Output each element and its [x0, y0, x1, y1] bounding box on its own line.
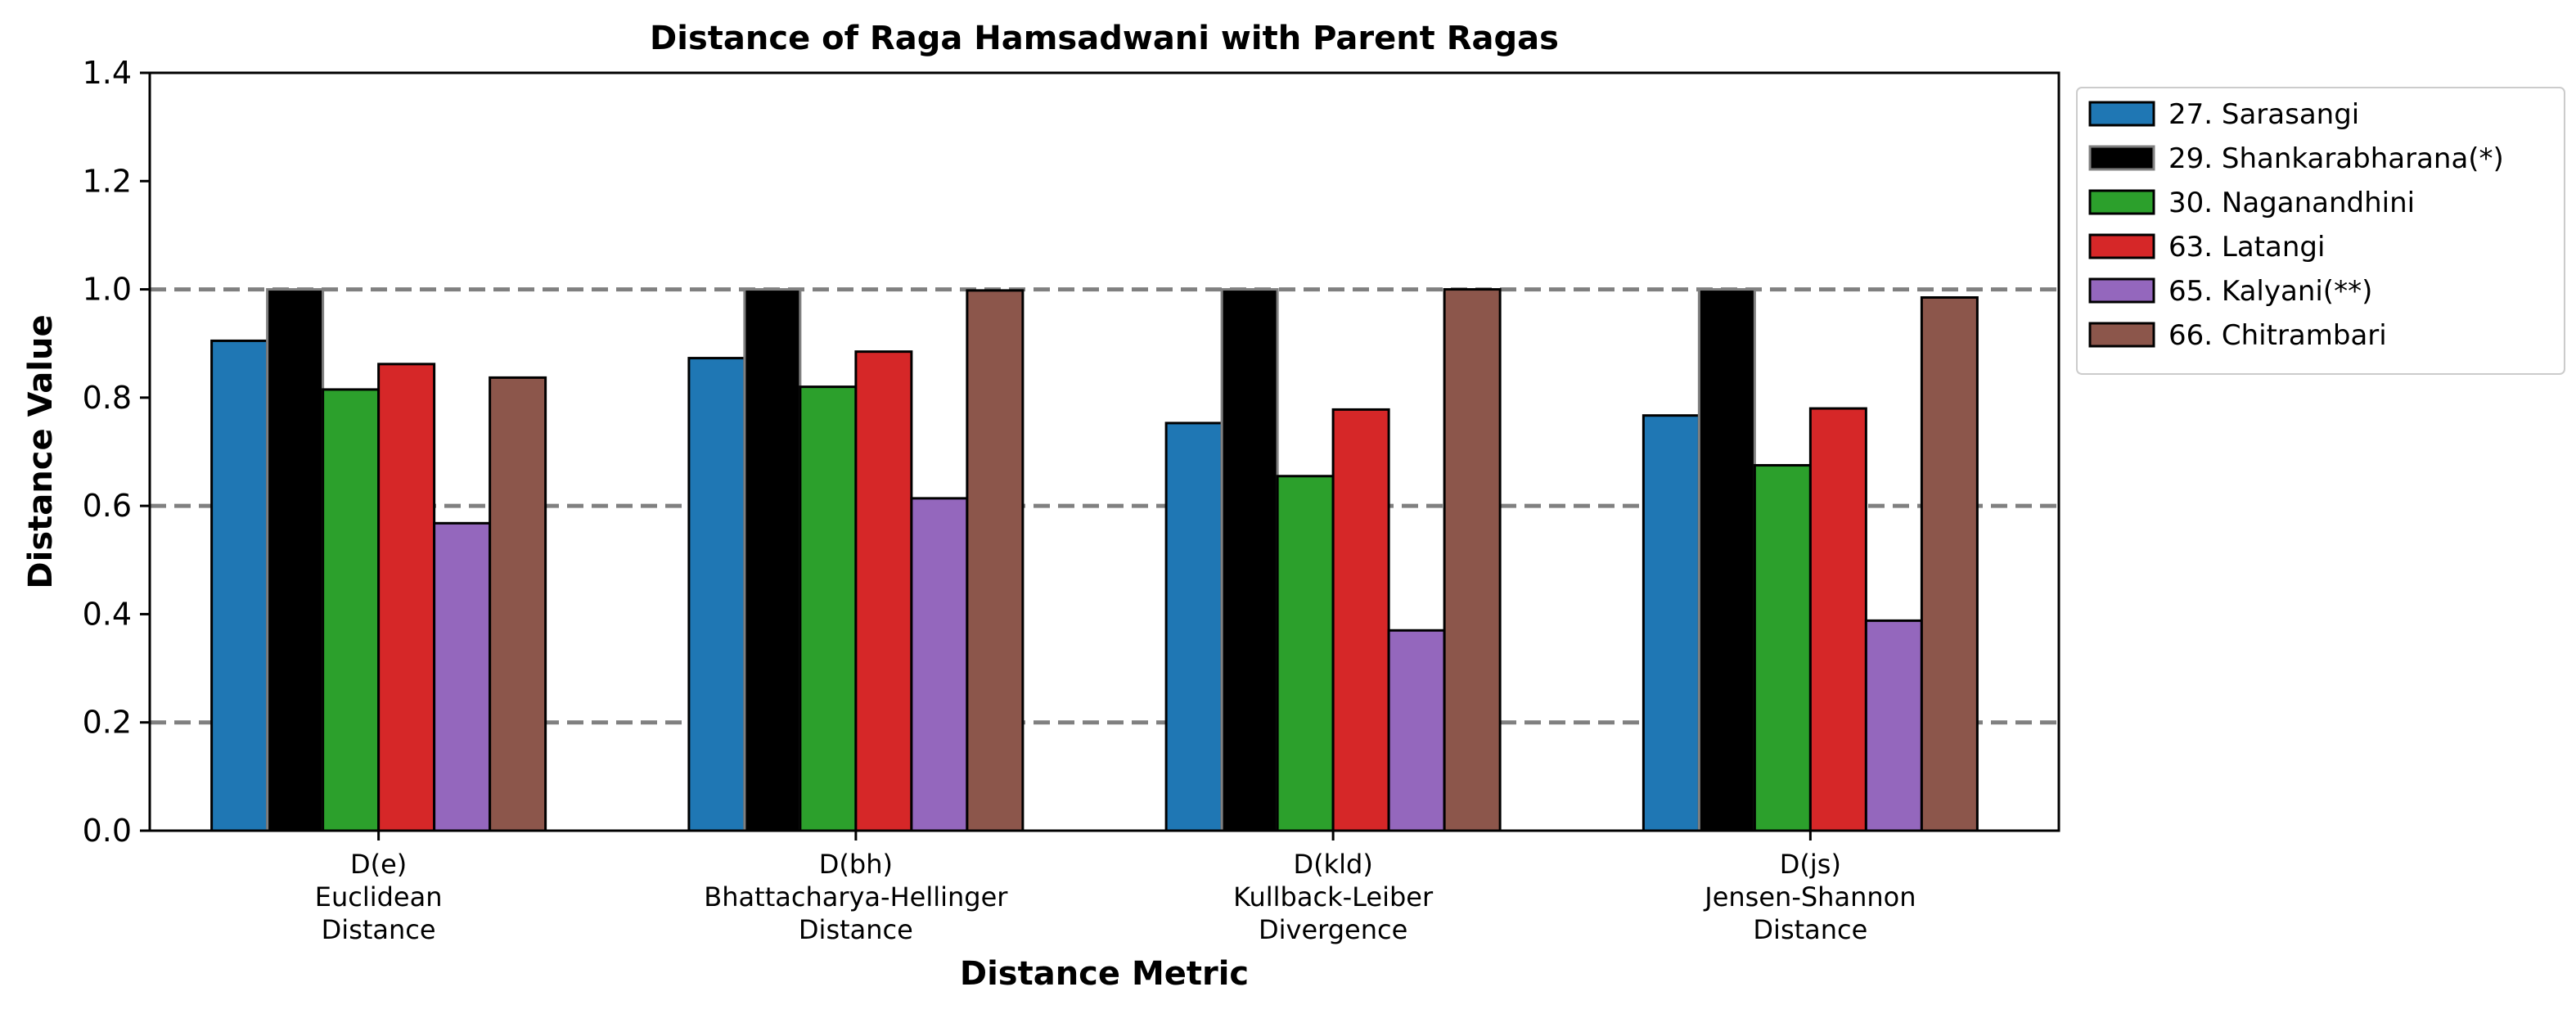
- x-axis-label: Distance Metric: [960, 955, 1249, 993]
- bar-2-4: [1697, 288, 1756, 832]
- x-tick-label-line: Euclidean: [315, 881, 443, 913]
- y-tick-label: 0.2: [83, 705, 132, 741]
- bar-2-2: [743, 288, 802, 832]
- y-tick-label: 0.4: [83, 596, 132, 632]
- legend-box: [2076, 87, 2565, 375]
- bar-1-3: [1164, 421, 1223, 832]
- legend-label-4: 63. Latangi: [2168, 231, 2325, 264]
- bar-5-1: [433, 521, 492, 832]
- legend-label-2: 29. Shankarabharana(*): [2168, 142, 2504, 175]
- x-tick-label-line: D(e): [350, 849, 407, 880]
- x-tick-label-line: D(js): [1780, 849, 1841, 880]
- y-tick-label: 0.8: [83, 380, 132, 416]
- bar-6-1: [489, 376, 547, 832]
- bar-1-1: [210, 339, 269, 832]
- y-axis-label: Distance Value: [22, 314, 60, 588]
- bars-layer: [210, 288, 1979, 832]
- y-tick-label: 1.0: [83, 272, 132, 308]
- y-tick-label: 0.0: [83, 813, 132, 849]
- y-tick-label: 0.6: [83, 488, 132, 524]
- legend-swatch-2: [2088, 145, 2155, 171]
- bar-1-2: [687, 357, 746, 832]
- x-tick-label: D(js) Jensen-Shannon Distance: [1703, 849, 1916, 945]
- bar-4-2: [854, 350, 913, 832]
- legend: 27. Sarasangi 29. Shankarabharana(*) 30. N…: [2076, 87, 2565, 375]
- legend-swatch-4: [2088, 233, 2155, 259]
- bar-3-1: [322, 388, 381, 832]
- x-tick-label-line: Kullback-Leiber: [1233, 881, 1434, 913]
- legend-swatch-3: [2088, 189, 2155, 215]
- chart-title: Distance of Raga Hamsadwani with Parent …: [650, 20, 1559, 57]
- x-tick-label-line: D(kld): [1293, 849, 1372, 880]
- bar-3-2: [799, 385, 858, 832]
- bar-2-3: [1220, 288, 1279, 832]
- y-ticks: 0.0 0.2 0.4 0.6 0.8 1.0 1.2 1.4: [83, 55, 150, 849]
- legend-swatch-5: [2088, 277, 2155, 304]
- legend-items: 27. Sarasangi 29. Shankarabharana(*) 30. N…: [2088, 98, 2504, 352]
- x-tick-label-line: Divergence: [1259, 914, 1407, 945]
- x-tick-label-line: Jensen-Shannon: [1703, 881, 1916, 913]
- x-tick-label: D(kld) Kullback-Leiber Divergence: [1233, 849, 1434, 945]
- x-tick-label: D(e) Euclidean Distance: [315, 849, 443, 945]
- legend-label-5: 65. Kalyani(**): [2168, 275, 2372, 308]
- legend-label-3: 30. Naganandhini: [2168, 187, 2415, 219]
- x-tick-label-line: Distance: [799, 914, 913, 945]
- bar-5-3: [1387, 629, 1446, 832]
- bar-3-3: [1276, 475, 1335, 832]
- bar-4-4: [1808, 407, 1867, 832]
- legend-label-1: 27. Sarasangi: [2168, 98, 2359, 131]
- legend-label-6: 66. Chitrambari: [2168, 319, 2387, 352]
- x-tick-label-line: D(bh): [819, 849, 893, 880]
- bar-4-3: [1331, 408, 1390, 832]
- legend-swatch-6: [2088, 322, 2155, 348]
- bar-1-4: [1642, 414, 1700, 832]
- bar-2-1: [266, 288, 325, 832]
- x-tick-label-line: Bhattacharya-Hellinger: [704, 881, 1008, 913]
- legend-swatch-1: [2088, 101, 2155, 127]
- x-tick-label-line: Distance: [322, 914, 436, 945]
- axes-layer: [148, 71, 2060, 832]
- bar-3-4: [1753, 464, 1812, 832]
- bar-6-3: [1443, 288, 1502, 832]
- y-tick-label: 1.2: [83, 163, 132, 199]
- y-tick-label: 1.4: [83, 55, 132, 91]
- bar-4-1: [377, 363, 436, 832]
- bar-5-2: [910, 497, 969, 832]
- bar-6-4: [1920, 295, 1979, 832]
- plot-frame: [148, 71, 2060, 832]
- bar-6-2: [966, 289, 1025, 832]
- x-tick-label-line: Distance: [1753, 914, 1867, 945]
- x-tick-label: D(bh) Bhattacharya-Hellinger Distance: [704, 849, 1008, 945]
- bar-5-4: [1864, 619, 1923, 832]
